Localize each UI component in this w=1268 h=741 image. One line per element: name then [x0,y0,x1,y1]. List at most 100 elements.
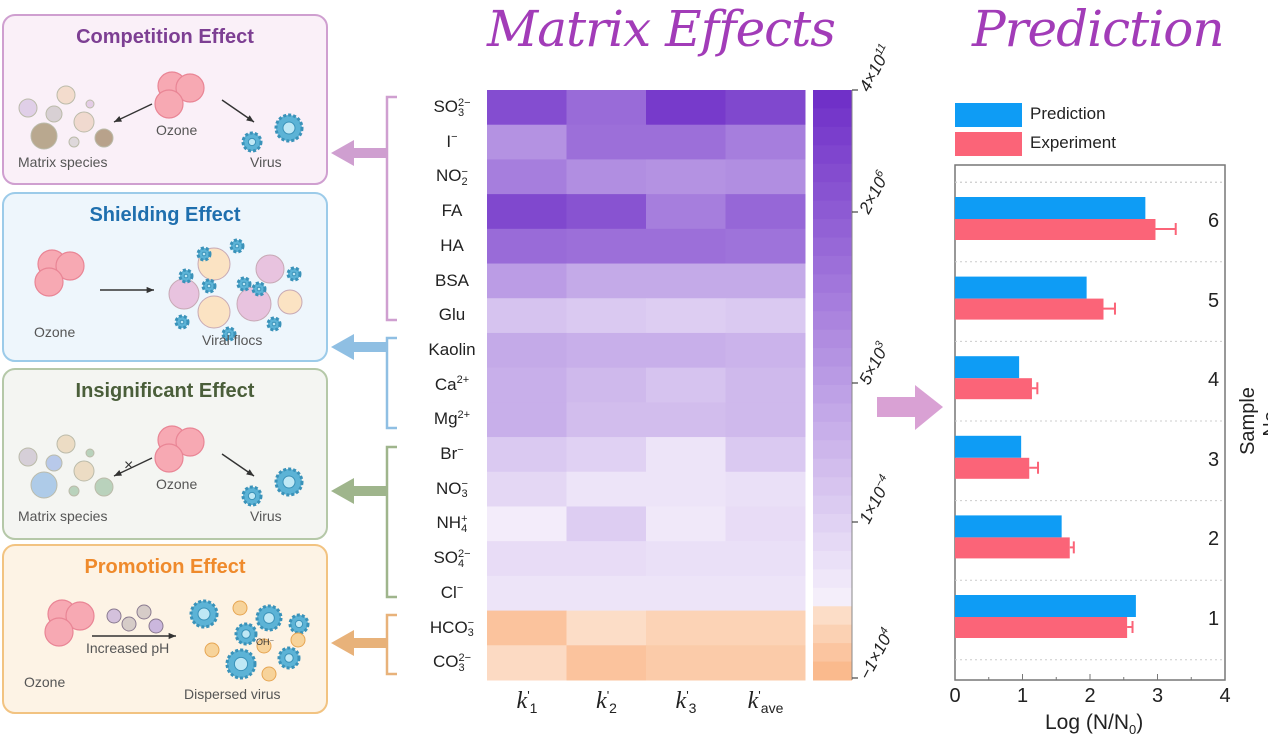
column-label-prime: ' [758,688,761,703]
heatmap-cell [646,645,726,681]
colorbar-segment [813,163,852,183]
heatmap-cell [725,645,806,681]
colorbar-segment [813,108,852,128]
matrix-species-icon [45,454,63,472]
heatmap-cell [487,367,567,403]
heatmap-cell [566,90,647,126]
row-label: SO 2− 4 [412,548,492,569]
category-label: 4 [1208,369,1220,392]
row-label-scripts: 2+ [458,409,471,430]
panel-label: Increased pH [86,640,170,656]
virus-core-icon [256,286,262,292]
arrowhead-icon [114,470,122,476]
virus-core-icon [179,319,185,325]
panel-competition-effect: Competition Effect Matrix species Ozone Vir… [2,14,328,185]
row-label: Cl − [412,583,492,604]
error-bar [1019,461,1040,474]
heatmap-cell [725,610,806,646]
floc-particle-icon [277,289,303,315]
heatmap-cell [487,402,567,438]
legend-label: Experiment [1030,133,1116,152]
arrowhead-icon [168,632,176,640]
heatmap-cell [487,610,567,646]
row-label-scripts: − [457,443,464,465]
matrix-species-icon [18,98,38,118]
row-label-base: FA [441,201,463,221]
row-label-base: Mg [433,409,458,429]
panel-illustration [34,238,303,342]
matrix-species-icon [94,128,114,148]
colorbar-segment [813,182,852,202]
heatmap-cell [487,124,567,160]
heatmap-cell [646,159,726,195]
row-label: NO −3 [412,479,492,500]
bracket-arrow-head-icon [331,334,354,360]
bracket-arrow-head-icon [331,478,354,504]
colorbar-segment [813,145,852,165]
row-label-base: Ca [434,374,457,394]
row-label-base: CO [432,652,459,672]
colorbar-segment [813,126,852,146]
heatmap-cell [725,541,806,577]
panel-label: Dispersed virus [184,686,281,702]
colorbar-segment [813,329,852,349]
bar-experiment [955,537,1070,559]
arrowhead-icon [114,116,122,122]
virus-core-icon [282,121,296,135]
row-label-base: Br [440,444,458,464]
row-label: Br − [412,444,492,465]
row-label-base: I [446,131,452,151]
virus-core-icon [284,653,294,663]
matrix-species-icon [68,136,80,148]
bar-experiment [955,617,1128,638]
bracket-arrow-shaft [352,486,387,496]
colorbar-segment [813,237,852,257]
heatmap-cell [646,332,726,369]
row-label-base: BSA [434,270,470,290]
heatmap-cell [725,367,806,403]
heatmap-cell [725,402,806,438]
heatmap-cell [725,437,806,473]
ozone-molecule-icon [154,443,184,473]
hydroxide-ion-label: OH⁻ [256,637,275,647]
colorbar-segment [813,255,852,275]
colorbar-segment [813,348,852,368]
category-label: 2 [1208,528,1220,551]
heatmap-cell [646,228,726,265]
virus-core-icon [247,491,257,501]
row-label: Glu [412,305,492,325]
panel-promotion-effect: Promotion Effect OH⁻ Ozone Increased pH Disp… [2,544,328,714]
row-label-scripts: −3 [462,479,468,500]
bar-prediction [955,197,1146,219]
heatmap-cell [646,506,726,542]
row-label-sup: 2− [458,547,471,560]
column-label-k: k [516,688,528,714]
heatmap-cell [646,402,726,438]
colorbar-segment [813,274,852,294]
heatmap-cell [566,159,647,195]
x-tick-label: 1 [1016,685,1029,707]
heatmap-cell [566,645,647,681]
heatmap-cell [566,367,647,403]
matrix-species-icon [94,477,114,497]
virus-core-icon [241,281,247,287]
virus-core-icon [271,321,277,327]
transition-arrow-icon [915,385,943,430]
x-tick-label: 3 [1151,685,1164,707]
y-axis-label: Sample No. [1237,387,1268,455]
row-label-base: NO [436,478,462,498]
row-label-base: NH [436,513,462,533]
heatmap-cell [487,228,567,265]
virus-core-icon [226,331,232,337]
bracket-arrow-head-icon [331,140,354,166]
colorbar-segment [813,440,852,460]
ozone-molecule-icon [175,73,205,103]
ozone-molecule-icon [154,89,184,119]
column-label: k'2 [567,688,647,716]
colorbar-segment [813,200,852,220]
row-label-sup: − [457,443,464,456]
virus-core-icon [247,137,257,147]
row-label-sup: 2+ [456,374,470,387]
colorbar-segment [813,477,852,497]
